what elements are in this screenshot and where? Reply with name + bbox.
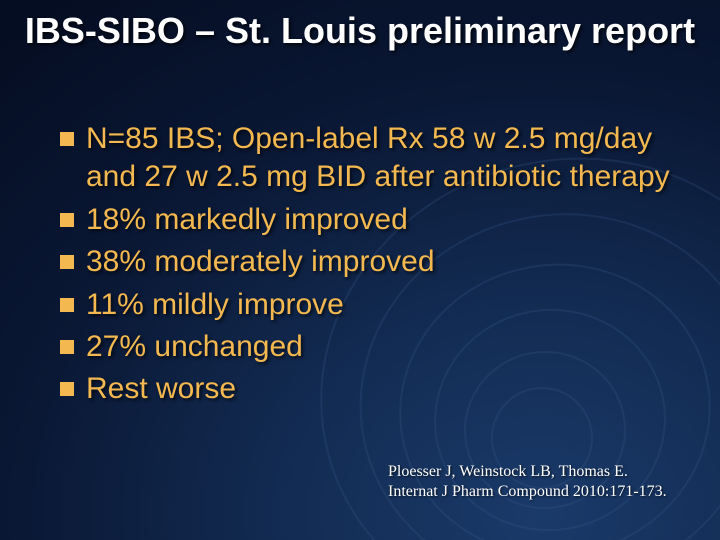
bullet-item: Rest worse [60, 370, 680, 408]
bullet-text: 27% unchanged [86, 328, 303, 366]
bullet-marker-icon [60, 298, 74, 312]
bullet-item: 27% unchanged [60, 328, 680, 366]
slide-title: IBS-SIBO – St. Louis preliminary report [0, 10, 720, 52]
bullet-text: 18% markedly improved [86, 201, 408, 239]
bullet-marker-icon [60, 213, 74, 227]
bullet-item: 18% markedly improved [60, 201, 680, 239]
slide: IBS-SIBO – St. Louis preliminary report … [0, 0, 720, 540]
bullet-text: 38% moderately improved [86, 243, 435, 281]
bullet-marker-icon [60, 340, 74, 354]
citation-block: Ploesser J, Weinstock LB, Thomas E. Inte… [388, 462, 698, 502]
bullet-marker-icon [60, 132, 74, 146]
bullet-text: N=85 IBS; Open-label Rx 58 w 2.5 mg/day … [86, 120, 680, 197]
bullet-item: N=85 IBS; Open-label Rx 58 w 2.5 mg/day … [60, 120, 680, 197]
slide-body: N=85 IBS; Open-label Rx 58 w 2.5 mg/day … [60, 120, 680, 413]
bullet-item: 38% moderately improved [60, 243, 680, 281]
bullet-text: Rest worse [86, 370, 236, 408]
bullet-marker-icon [60, 382, 74, 396]
bullet-text: 11% mildly improve [86, 286, 344, 324]
citation-source: Internat J Pharm Compound 2010:171-173. [388, 482, 698, 502]
bullet-marker-icon [60, 255, 74, 269]
citation-authors: Ploesser J, Weinstock LB, Thomas E. [388, 462, 698, 482]
bullet-item: 11% mildly improve [60, 286, 680, 324]
